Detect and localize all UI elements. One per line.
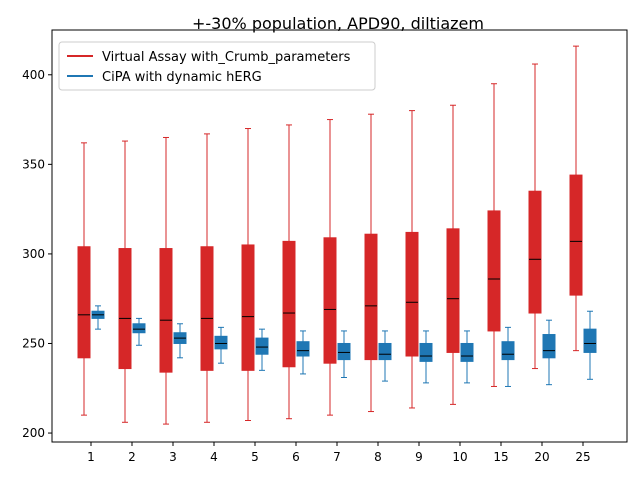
box-iqr	[364, 233, 378, 361]
legend-label-cipa: CiPA with dynamic hERG	[102, 70, 262, 85]
box-iqr	[378, 342, 392, 361]
box-virtual-assay-6	[282, 124, 296, 420]
box-virtual-assay-15	[487, 83, 501, 387]
box-virtual-assay-1	[77, 142, 91, 416]
box-iqr	[405, 231, 419, 357]
y-axis: 200 250 300 350 400	[22, 68, 52, 440]
box-iqr	[323, 237, 337, 364]
box-cipa-6	[296, 330, 310, 375]
legend-label-virtual-assay: Virtual Assay with_Crumb_parameters	[102, 50, 351, 65]
box-cipa-4	[214, 326, 228, 364]
plot-frame	[51, 29, 628, 443]
y-tick-label: 200	[22, 426, 45, 440]
box-cipa-15	[501, 326, 515, 387]
box-virtual-assay-25	[569, 45, 583, 352]
box-cipa-8	[378, 330, 392, 382]
box-iqr	[255, 337, 269, 355]
box-virtual-assay-4	[200, 133, 214, 423]
x-tick-label: 2	[128, 450, 136, 464]
box-iqr	[337, 342, 351, 361]
box-iqr	[542, 334, 556, 359]
box-virtual-assay-2	[118, 140, 132, 423]
box-virtual-assay-20	[528, 63, 542, 370]
box-iqr	[419, 342, 433, 362]
x-tick-label: 3	[169, 450, 177, 464]
box-cipa-7	[337, 330, 351, 379]
box-virtual-assay-5	[241, 128, 255, 422]
box-iqr	[77, 246, 91, 359]
y-tick-label: 300	[22, 247, 45, 261]
x-tick-label: 7	[333, 450, 341, 464]
x-tick-label: 8	[374, 450, 382, 464]
x-tick-label: 6	[292, 450, 300, 464]
box-iqr	[159, 248, 173, 373]
box-iqr	[583, 328, 597, 353]
x-tick-label: 25	[575, 450, 590, 464]
box-iqr	[528, 190, 542, 314]
box-virtual-assay-9	[405, 110, 419, 409]
legend-frame	[58, 41, 376, 91]
box-cipa-20	[542, 319, 556, 386]
box-virtual-assay-7	[323, 119, 337, 416]
box-cipa-10	[460, 330, 474, 384]
x-axis: 1 2 3 4 5 6 7 8 9 10 15 20 25	[87, 442, 591, 464]
y-tick-label: 250	[22, 336, 45, 350]
box-iqr	[460, 342, 474, 362]
box-iqr	[241, 244, 255, 371]
box-iqr	[132, 323, 146, 334]
chart-title: +-30% population, APD90, diltiazem	[192, 14, 484, 33]
box-cipa-25	[583, 310, 597, 380]
box-virtual-assay-10	[446, 104, 460, 405]
x-tick-label: 10	[452, 450, 467, 464]
x-tick-label: 1	[87, 450, 95, 464]
box-iqr	[282, 240, 296, 368]
box-iqr	[569, 174, 583, 296]
box-cipa-5	[255, 328, 269, 371]
box-iqr	[487, 210, 501, 332]
box-iqr	[501, 341, 515, 361]
x-tick-label: 9	[415, 450, 423, 464]
box-iqr	[296, 341, 310, 357]
legend: Virtual Assay with_Crumb_parameters CiPA…	[58, 41, 376, 91]
box-iqr	[118, 248, 132, 370]
x-tick-label: 5	[251, 450, 259, 464]
box-cipa-2	[132, 317, 146, 346]
x-tick-label: 15	[493, 450, 508, 464]
box-cipa-1	[91, 305, 105, 330]
box-virtual-assay-8	[364, 113, 378, 413]
box-iqr	[214, 335, 228, 350]
box-cipa-9	[419, 330, 433, 384]
boxes-layer	[77, 45, 597, 425]
box-virtual-assay-3	[159, 136, 173, 425]
x-tick-label: 4	[210, 450, 218, 464]
box-iqr	[200, 246, 214, 371]
y-tick-label: 350	[22, 157, 45, 171]
box-cipa-3	[173, 323, 187, 359]
y-tick-label: 400	[22, 68, 45, 82]
box-iqr	[446, 228, 460, 353]
x-tick-label: 20	[534, 450, 549, 464]
